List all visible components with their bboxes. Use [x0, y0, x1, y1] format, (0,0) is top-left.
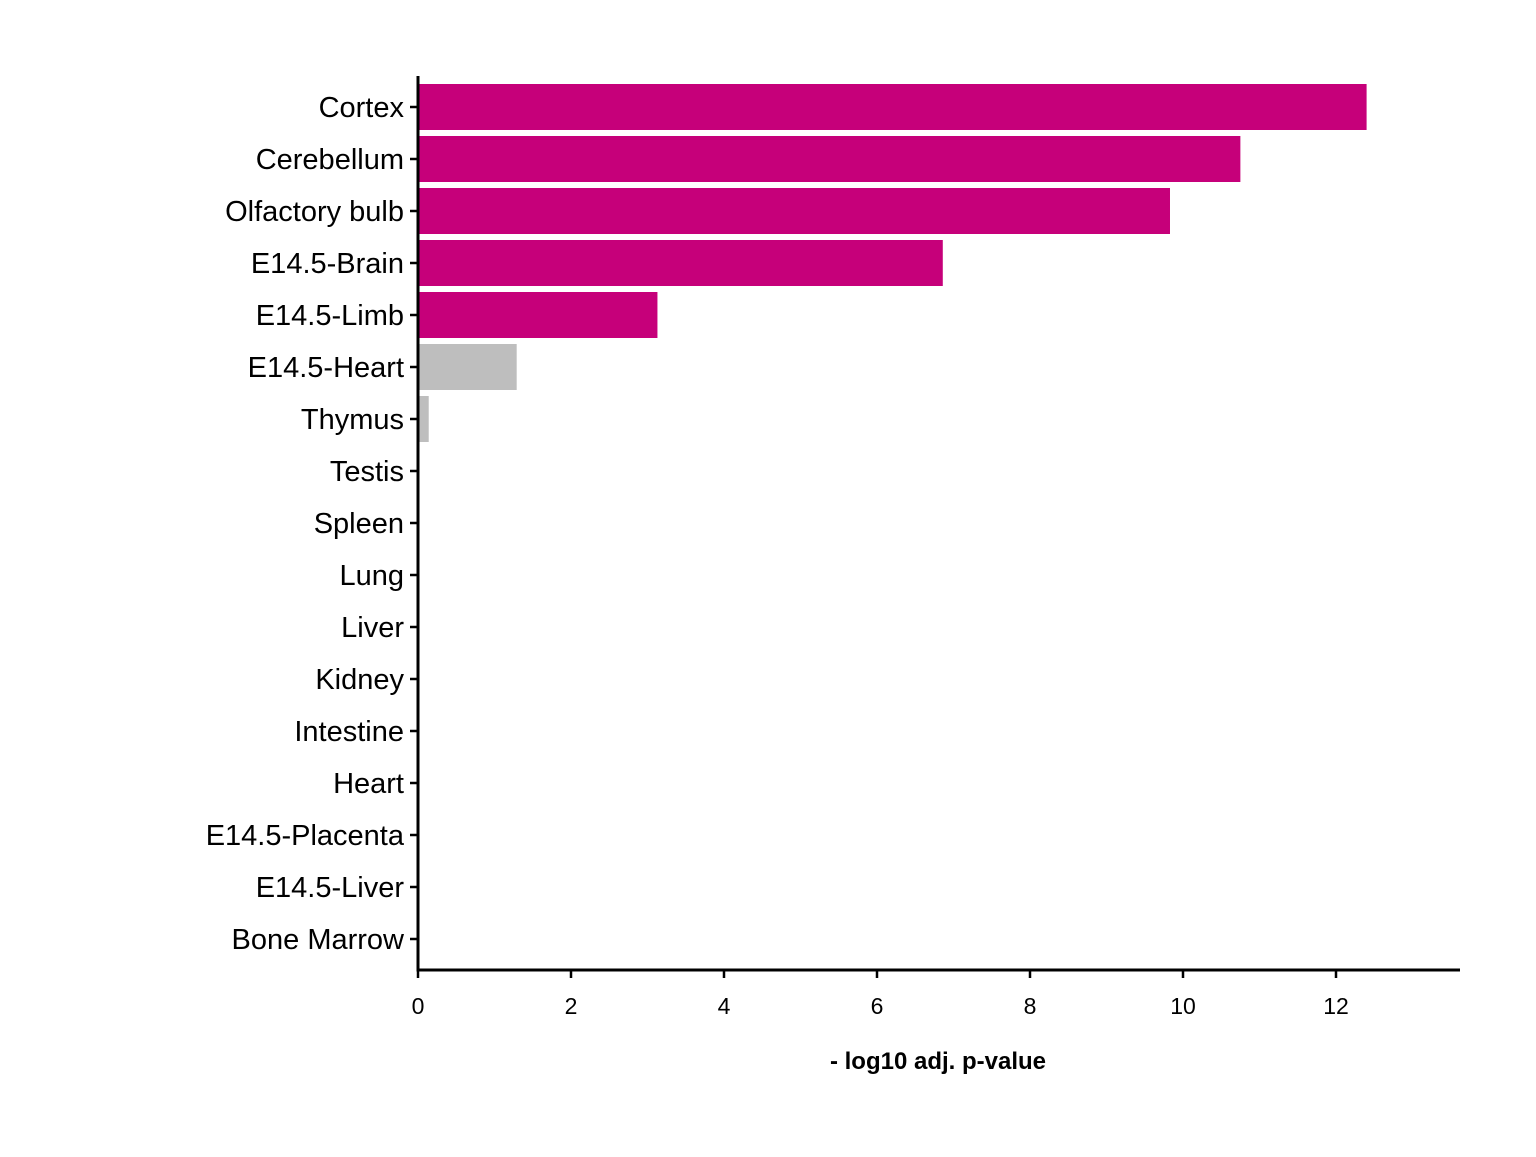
y-tick-label-olfactory-bulb: Olfactory bulb	[225, 196, 404, 228]
y-tick-label-e14-5-liver: E14.5-Liver	[256, 872, 405, 904]
bar-thymus	[418, 396, 429, 442]
y-tick-label-testis: Testis	[330, 456, 404, 488]
y-tick-label-e14-5-brain: E14.5-Brain	[251, 248, 404, 280]
y-tick-label-cerebellum: Cerebellum	[256, 144, 404, 176]
x-axis: 0 2 4 6 8 10 12	[412, 968, 1460, 1019]
y-tick-label-intestine: Intestine	[294, 716, 404, 748]
x-tick-label-12: 12	[1323, 993, 1349, 1019]
y-tick-label-kidney: Kidney	[315, 664, 404, 696]
x-tick-label-0: 0	[412, 993, 425, 1019]
x-tick-label-4: 4	[718, 993, 731, 1019]
y-tick-label-liver: Liver	[341, 612, 404, 644]
y-tick-label-spleen: Spleen	[314, 508, 404, 540]
bar-olfactory-bulb	[418, 188, 1170, 234]
y-tick-label-e14-5-placenta: E14.5-Placenta	[206, 820, 405, 852]
x-axis-title: - log10 adj. p-value	[830, 1048, 1046, 1075]
x-tick-label-10: 10	[1170, 993, 1196, 1019]
y-tick-label-lung: Lung	[339, 560, 404, 592]
bar-e14-5-limb	[418, 292, 658, 338]
bar-e14-5-brain	[418, 240, 943, 286]
y-tick-label-thymus: Thymus	[301, 404, 404, 436]
bars-layer	[418, 84, 1367, 442]
x-tick-label-6: 6	[871, 993, 884, 1019]
y-tick-label-e14-5-limb: E14.5-Limb	[256, 300, 404, 332]
bar-cerebellum	[418, 136, 1241, 182]
y-axis: Cortex Cerebellum Olfactory bulb E14.5-Brai…	[206, 76, 420, 970]
y-tick-label-cortex: Cortex	[319, 92, 405, 124]
bar-e14-5-heart	[418, 344, 517, 390]
y-tick-label-bone-marrow: Bone Marrow	[232, 924, 406, 956]
y-tick-label-heart: Heart	[333, 768, 404, 800]
bar-cortex	[418, 84, 1367, 130]
x-tick-label-8: 8	[1024, 993, 1037, 1019]
x-tick-label-2: 2	[565, 993, 578, 1019]
y-tick-label-e14-5-heart: E14.5-Heart	[248, 352, 404, 384]
